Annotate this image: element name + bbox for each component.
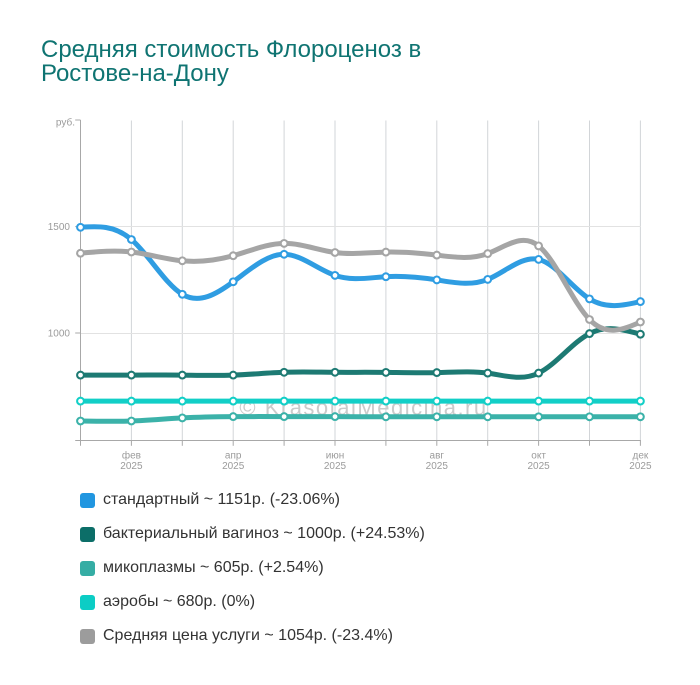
svg-text:2025: 2025 [426, 461, 449, 472]
svg-text:1500: 1500 [48, 222, 71, 233]
svg-text:2025: 2025 [222, 461, 245, 472]
svg-text:2025: 2025 [629, 461, 652, 472]
svg-text:фев: фев [122, 449, 141, 461]
svg-text:руб.: руб. [56, 116, 75, 128]
svg-text:1000: 1000 [48, 329, 71, 340]
svg-text:2025: 2025 [324, 461, 347, 472]
svg-text:авг: авг [430, 450, 445, 461]
svg-text:дек: дек [633, 450, 649, 461]
svg-text:2025: 2025 [527, 461, 550, 472]
svg-text:апр: апр [225, 450, 242, 461]
svg-text:окт: окт [531, 450, 546, 461]
svg-text:июн: июн [326, 450, 345, 461]
svg-text:2025: 2025 [120, 461, 143, 472]
